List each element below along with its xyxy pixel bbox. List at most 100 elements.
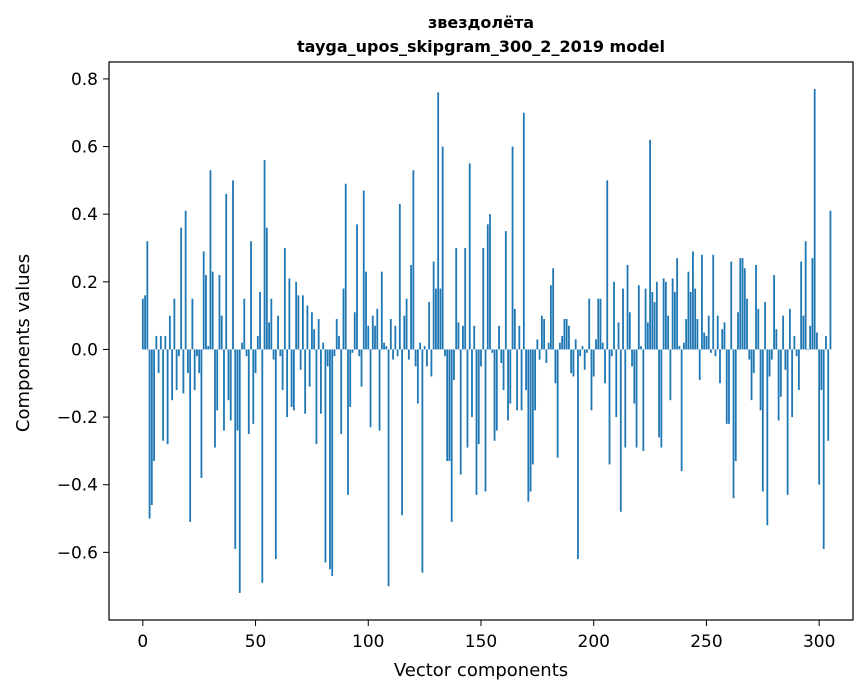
bar-49: [252, 349, 255, 424]
bar-73: [306, 305, 309, 350]
bar-162: [507, 349, 509, 421]
bar-168: [520, 349, 523, 411]
bar-126: [425, 349, 428, 367]
bar-190: [570, 349, 573, 374]
bar-160: [502, 349, 505, 391]
bar-202: [597, 298, 600, 350]
bar-107: [383, 342, 385, 350]
bar-155: [491, 349, 494, 353]
bar-39: [229, 349, 232, 421]
bar-286: [786, 349, 789, 495]
bar-123: [419, 342, 422, 350]
chart-title-line2: tayga_upos_skipgram_300_2_2019 model: [297, 37, 665, 56]
bar-242: [687, 271, 690, 350]
bar-99: [365, 271, 367, 350]
bar-85: [333, 349, 336, 357]
y-axis-label: Components values: [13, 254, 34, 432]
bar-220: [637, 285, 640, 350]
bar-199: [590, 349, 593, 411]
bar-57: [270, 298, 273, 350]
bar-59: [274, 349, 277, 560]
bar-221: [640, 346, 642, 350]
bar-86: [335, 319, 338, 350]
bar-147: [473, 325, 476, 350]
bar-136: [448, 349, 451, 462]
bar-48: [250, 241, 252, 350]
bar-196: [583, 349, 586, 370]
bar-27: [202, 251, 205, 350]
bar-137: [450, 349, 453, 522]
bar-273: [757, 308, 760, 350]
bar-279: [770, 349, 773, 360]
bar-256: [719, 349, 721, 384]
bar-154: [489, 214, 491, 350]
bar-252: [710, 349, 712, 353]
bar-78: [317, 319, 320, 350]
bar-115: [401, 349, 403, 516]
bar-119: [410, 264, 413, 350]
bar-150: [480, 349, 482, 367]
bar-79: [320, 349, 322, 414]
bar-244: [692, 251, 694, 350]
bar-24: [196, 349, 198, 357]
bar-227: [653, 302, 656, 350]
bar-246: [696, 319, 699, 350]
bar-80: [322, 342, 325, 350]
bar-263: [734, 349, 737, 462]
bar-139: [455, 248, 458, 350]
bar-266: [741, 258, 744, 350]
bar-96: [358, 349, 361, 357]
bar-34: [218, 275, 221, 350]
bar-245: [694, 288, 697, 350]
bar-91: [347, 349, 349, 495]
bar-88: [340, 349, 343, 434]
bar-122: [416, 349, 419, 404]
bar-12: [168, 315, 171, 350]
bar-182: [552, 268, 555, 350]
x-tick-label: 150: [465, 632, 497, 652]
x-axis: 0 50 100 150 200 250 300: [137, 620, 835, 652]
bar-254: [714, 349, 717, 357]
bar-237: [676, 258, 679, 350]
bar-131: [437, 92, 440, 350]
bar-233: [667, 315, 670, 350]
bar-289: [793, 335, 796, 350]
bar-55: [265, 227, 268, 350]
x-tick-label: 100: [352, 632, 384, 652]
bar-225: [649, 139, 651, 350]
bar-42: [236, 349, 239, 431]
bar-209: [613, 281, 615, 350]
bar-43: [238, 349, 241, 593]
bar-104: [376, 308, 379, 350]
bar-268: [746, 298, 748, 350]
bar-148: [475, 349, 478, 495]
bar-185: [559, 342, 561, 350]
bar-35: [220, 315, 223, 350]
bar-158: [498, 325, 500, 350]
bar-297: [811, 258, 814, 350]
bar-288: [791, 349, 794, 418]
bar-84: [331, 349, 334, 577]
bar-194: [579, 349, 582, 357]
bar-281: [775, 329, 778, 350]
bar-9: [162, 349, 165, 441]
bar-113: [396, 349, 399, 357]
bar-172: [529, 349, 532, 492]
bar-151: [482, 248, 485, 350]
bar-293: [802, 315, 805, 350]
bar-120: [412, 170, 415, 350]
bar-98: [362, 190, 365, 350]
bar-180: [547, 342, 550, 350]
bar-285: [784, 349, 787, 370]
bar-287: [788, 308, 791, 350]
bar-235: [671, 278, 674, 350]
bar-93: [351, 349, 354, 353]
bar-30: [209, 170, 212, 350]
bar-87: [338, 335, 340, 350]
bar-53: [261, 349, 264, 583]
bar-157: [495, 349, 498, 431]
bar-184: [556, 349, 559, 458]
bar-166: [516, 349, 518, 411]
bar-270: [750, 349, 753, 401]
bar-51: [256, 335, 259, 350]
